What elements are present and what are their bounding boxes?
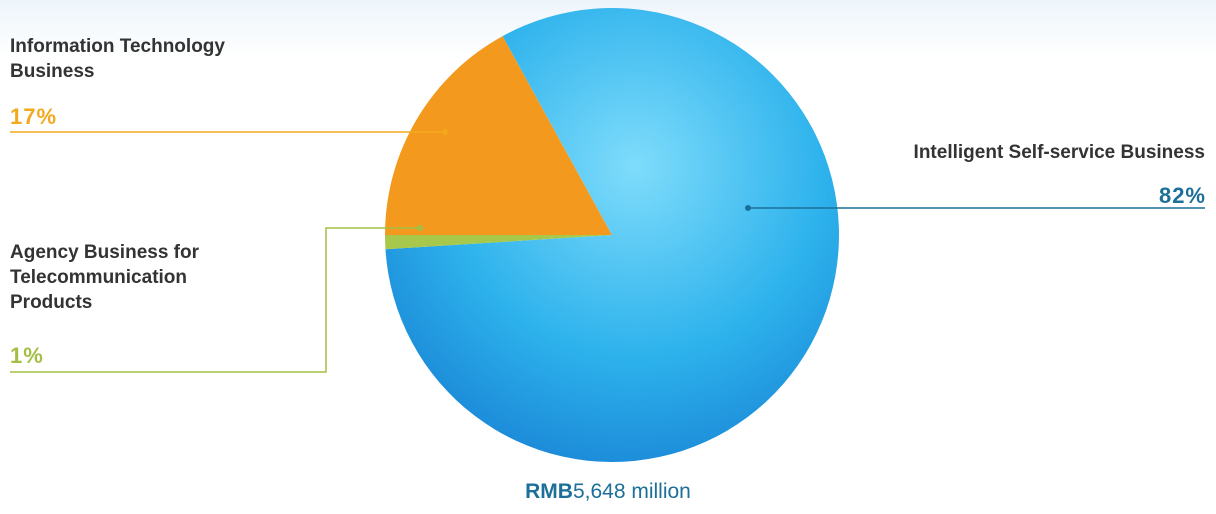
- slice-value-label: 17%: [10, 104, 57, 130]
- slice-value-label: 82%: [1159, 183, 1206, 209]
- total-amount: 5,648 million: [573, 480, 691, 503]
- slice-label: Agency Business for Telecommunication Pr…: [10, 240, 260, 315]
- leader-dot: [442, 129, 448, 135]
- total-unit: RMB: [525, 480, 573, 503]
- slice-label: Information Technology Business: [10, 34, 310, 84]
- slices: [385, 8, 839, 462]
- total: RMB5,648 million: [0, 480, 1216, 504]
- leader-dot: [745, 205, 751, 211]
- slice-label: Intelligent Self-service Business: [900, 140, 1205, 165]
- slice-value-label: 1%: [10, 343, 44, 369]
- chart: Information Technology Business 17% Inte…: [0, 0, 1216, 514]
- leader-dot: [417, 225, 423, 231]
